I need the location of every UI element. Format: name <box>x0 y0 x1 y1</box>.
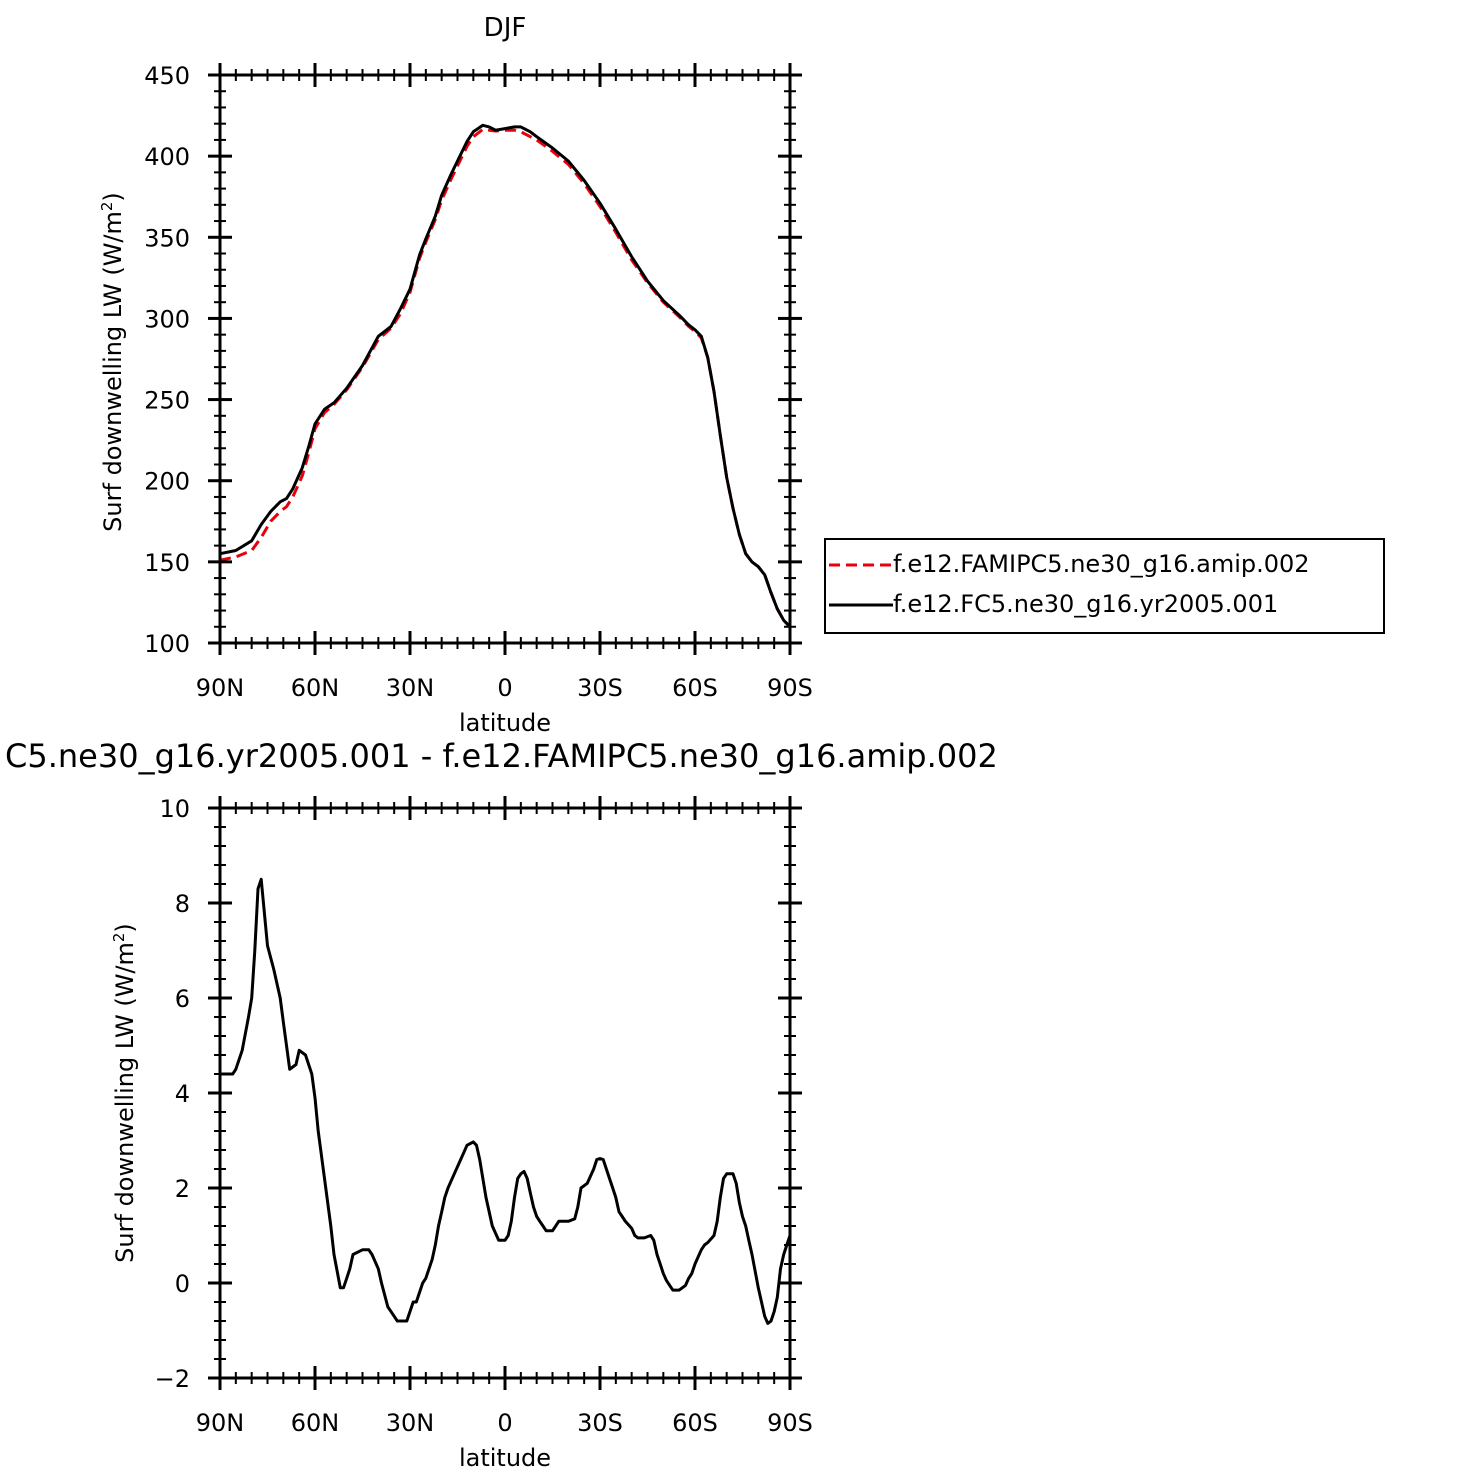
x-tick-label: 60N <box>291 1409 340 1437</box>
y-tick-label: 10 <box>159 795 190 823</box>
series-line-1 <box>219 127 792 628</box>
x-tick-label: 30S <box>577 1409 623 1437</box>
bottom-chart-plot-lines <box>220 877 792 1325</box>
top-chart-y-axis-label-end: ) <box>99 192 127 201</box>
x-tick-label: 30N <box>386 674 435 702</box>
x-tick-label: 30N <box>386 1409 435 1437</box>
x-tick-label: 90S <box>767 1409 813 1437</box>
y-tick-label: 350 <box>144 224 190 252</box>
top-chart-y-axis-label: Surf downwelling LW (W/m2) <box>98 192 127 532</box>
y-tick-label: 0 <box>175 1270 190 1298</box>
y-tick-label: 4 <box>175 1080 190 1108</box>
x-tick-label: 60N <box>291 674 340 702</box>
top-chart-y-axis-label-sup: 2 <box>98 202 116 212</box>
bottom-chart-x-tick-labels: 90N 60N 30N 0 30S 60S 90S <box>196 1409 813 1437</box>
y-tick-label: 2 <box>175 1175 190 1203</box>
bottom-chart-plot-frame <box>218 806 792 1380</box>
top-chart-x-tick-labels: 90N 60N 30N 0 30S 60S 90S <box>196 674 813 702</box>
y-tick-label: 450 <box>144 62 190 90</box>
legend-label-series-2: f.e12.FC5.ne30_g16.yr2005.001 <box>893 590 1278 618</box>
x-tick-label: 60S <box>672 1409 718 1437</box>
legend-label-series-1: f.e12.FAMIPC5.ne30_g16.amip.002 <box>893 550 1310 578</box>
y-tick-label: 100 <box>144 630 190 658</box>
x-tick-label: 90N <box>196 1409 245 1437</box>
y-tick-label: 150 <box>144 549 190 577</box>
series-line-2 <box>219 123 792 628</box>
x-tick-label: 90N <box>196 674 245 702</box>
x-tick-label: 60S <box>672 674 718 702</box>
top-chart-plot-frame <box>218 73 792 645</box>
top-chart-x-axis-label: latitude <box>459 709 551 737</box>
bottom-chart-y-tick-labels: −2 0 2 4 6 8 10 <box>155 795 190 1393</box>
top-panel-djf-absolute: DJF 100 150 200 250 300 350 400 450 90N 60N 30N 0 3… <box>98 13 1385 737</box>
y-tick-label: −2 <box>155 1365 190 1393</box>
x-tick-label: 0 <box>497 1409 512 1437</box>
top-chart-y-tick-labels: 100 150 200 250 300 350 400 450 <box>144 62 190 658</box>
bottom-chart-y-axis-label-main: Surf downwelling LW (W/m <box>111 942 139 1263</box>
top-chart-title: DJF <box>484 13 527 43</box>
top-chart-tick-marks <box>208 63 802 655</box>
top-chart-plot-lines <box>219 123 792 628</box>
x-tick-label: 30S <box>577 674 623 702</box>
bottom-chart-y-axis-label-end: ) <box>111 923 139 932</box>
y-tick-label: 250 <box>144 387 190 415</box>
y-tick-label: 6 <box>175 985 190 1013</box>
bottom-chart-tick-marks <box>208 796 802 1390</box>
bottom-chart-x-axis-label: latitude <box>459 1444 551 1472</box>
bottom-chart-title: C5.ne30_g16.yr2005.001 - f.e12.FAMIPC5.n… <box>5 737 998 775</box>
y-tick-label: 8 <box>175 890 190 918</box>
y-tick-label: 300 <box>144 305 190 333</box>
y-tick-label: 400 <box>144 143 190 171</box>
bottom-panel-difference: C5.ne30_g16.yr2005.001 - f.e12.FAMIPC5.n… <box>5 737 998 1472</box>
legend-box <box>824 538 1385 634</box>
x-tick-label: 0 <box>497 674 512 702</box>
y-tick-label: 200 <box>144 468 190 496</box>
x-tick-label: 90S <box>767 674 813 702</box>
top-chart-y-axis-label-main: Surf downwelling LW (W/m <box>99 211 127 532</box>
top-chart-legend: f.e12.FAMIPC5.ne30_g16.amip.002 f.e12.FC… <box>824 538 1385 634</box>
bottom-chart-y-axis-label: Surf downwelling LW (W/m2) <box>110 923 139 1263</box>
series-line-1 <box>220 877 792 1325</box>
bottom-chart-y-axis-label-sup: 2 <box>110 933 128 943</box>
